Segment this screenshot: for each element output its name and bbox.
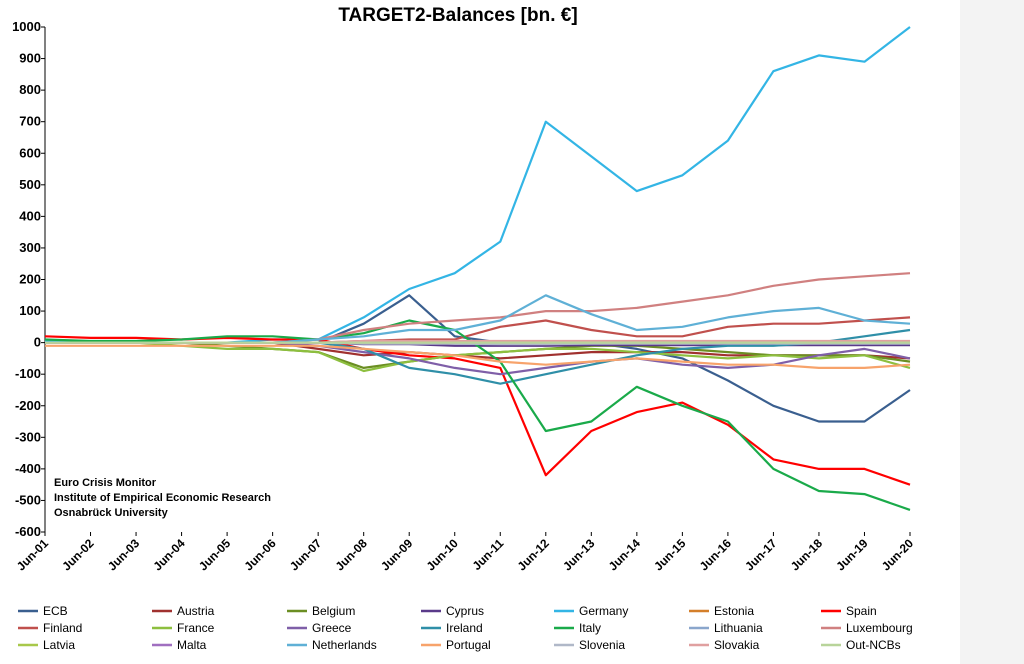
legend-label-germany: Germany <box>579 604 628 618</box>
legend-label-greece: Greece <box>312 621 352 635</box>
legend-label-austria: Austria <box>177 604 215 618</box>
y-tick-label: 600 <box>19 145 41 160</box>
legend-label-ecb: ECB <box>43 604 68 618</box>
y-tick-label: 200 <box>19 272 41 287</box>
x-tick-label: Jun-13 <box>560 536 597 573</box>
y-tick-label: 1000 <box>12 19 41 34</box>
series-line-portugal <box>45 344 911 369</box>
page-margin <box>960 0 1024 664</box>
y-tick-label: 900 <box>19 51 41 66</box>
x-tick-label: Jun-02 <box>59 536 96 573</box>
credit-line: Institute of Empirical Economic Research <box>54 492 271 504</box>
legend-label-cyprus: Cyprus <box>446 604 484 618</box>
legend-label-ireland: Ireland <box>446 621 483 635</box>
x-tick-label: Jun-09 <box>378 536 415 573</box>
y-tick-label: 300 <box>19 240 41 255</box>
legend-label-lithuania: Lithuania <box>714 621 763 635</box>
legend-label-spain: Spain <box>846 604 877 618</box>
y-tick-label: 400 <box>19 208 41 223</box>
y-tick-label: -300 <box>15 429 41 444</box>
x-tick-label: Jun-16 <box>697 536 734 573</box>
legend-label-belgium: Belgium <box>312 604 355 618</box>
x-tick-label: Jun-15 <box>651 536 688 573</box>
y-tick-label: 800 <box>19 82 41 97</box>
y-tick-label: -500 <box>15 492 41 507</box>
x-tick-label: Jun-05 <box>196 536 233 573</box>
credit-line: Euro Crisis Monitor <box>54 477 157 489</box>
x-tick-label: Jun-04 <box>150 536 187 573</box>
legend-label-italy: Italy <box>579 621 601 635</box>
series-lines <box>44 26 911 511</box>
legend-label-portugal: Portugal <box>446 638 491 652</box>
x-tick-label: Jun-17 <box>742 536 779 573</box>
x-tick-label: Jun-18 <box>788 536 825 573</box>
y-tick-label: 100 <box>19 303 41 318</box>
x-tick-label: Jun-03 <box>105 536 142 573</box>
legend-label-luxembourg: Luxembourg <box>846 621 913 635</box>
x-tick-label: Jun-19 <box>833 536 870 573</box>
y-tick-label: 0 <box>34 335 41 350</box>
y-tick-label: -100 <box>15 366 41 381</box>
credit-box: Euro Crisis Monitor Institute of Empirica… <box>50 474 280 526</box>
legend-label-out-ncbs: Out-NCBs <box>846 638 901 652</box>
x-tick-label: Jun-11 <box>470 536 507 573</box>
x-tick-label: Jun-10 <box>424 536 461 573</box>
x-tick-label: Jun-14 <box>606 536 643 573</box>
legend-label-latvia: Latvia <box>43 638 75 652</box>
x-tick-label: Jun-01 <box>14 536 51 573</box>
credit-line: Osnabrück University <box>54 507 169 519</box>
legend-label-france: France <box>177 621 215 635</box>
credit-background <box>50 474 280 526</box>
y-tick-label: -400 <box>15 461 41 476</box>
y-tick-label: 700 <box>19 114 41 129</box>
x-tick-label: Jun-20 <box>879 536 916 573</box>
x-tick-label: Jun-12 <box>515 536 552 573</box>
x-tick-label: Jun-07 <box>287 536 324 573</box>
legend-label-slovakia: Slovakia <box>714 638 760 652</box>
legend-label-estonia: Estonia <box>714 604 754 618</box>
x-tick-label: Jun-08 <box>333 536 370 573</box>
legend-label-netherlands: Netherlands <box>312 638 377 652</box>
y-tick-label: -200 <box>15 398 41 413</box>
legend-label-slovenia: Slovenia <box>579 638 625 652</box>
legend-label-malta: Malta <box>177 638 207 652</box>
legend-label-finland: Finland <box>43 621 82 635</box>
legend: ECB Austria Belgium Cyprus Germany Estonia Spa… <box>18 604 913 652</box>
x-tick-label: Jun-06 <box>241 536 278 573</box>
y-tick-label: -600 <box>15 524 41 539</box>
series-line-germany <box>44 26 911 344</box>
y-tick-label: 500 <box>19 177 41 192</box>
series-line-italy <box>44 319 911 511</box>
chart-title: TARGET2-Balances [bn. €] <box>338 5 577 26</box>
